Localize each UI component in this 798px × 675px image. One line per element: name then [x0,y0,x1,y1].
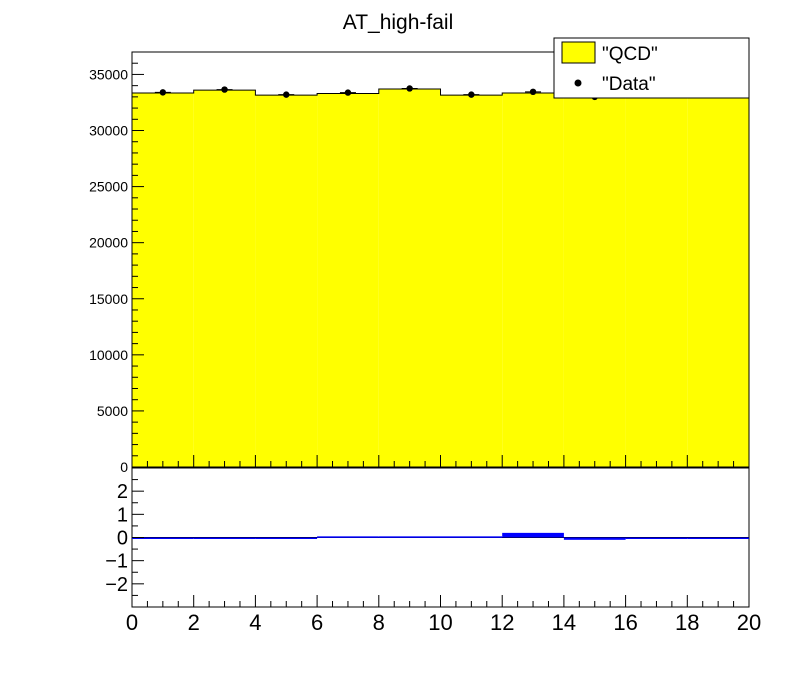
ratio-y-tick-label: 0 [117,528,128,550]
qcd-histogram-bar [378,89,441,467]
y-tick-label: 0 [120,459,128,475]
legend-qcd-swatch [561,41,596,64]
qcd-histogram-bar [440,95,503,467]
data-point [344,89,352,96]
legend-data-marker [574,79,582,87]
data-point [283,91,290,98]
y-tick-label: 20000 [89,235,128,251]
x-tick-label: 6 [311,610,323,635]
y-tick-label: 10000 [89,347,128,363]
qcd-histogram-bar [563,96,626,468]
x-tick-label: 4 [249,610,261,635]
ratio-y-tick-label: 1 [117,504,128,526]
x-tick-label: 20 [737,610,761,635]
y-tick-label: 35000 [89,66,128,82]
x-tick-label: 0 [126,610,138,635]
ratio-y-tick-label: 2 [117,481,128,503]
data-point [221,86,228,93]
qcd-histogram-bar [625,95,688,467]
x-tick-label: 2 [188,610,200,635]
y-tick-label: 5000 [97,403,128,419]
chart-title: AT_high-fail [343,11,454,34]
ratio-band-bar [502,532,564,538]
x-tick-label: 8 [373,610,385,635]
ratio-band-bar [563,537,626,540]
x-tick-label: 12 [490,610,514,635]
y-tick-label: 30000 [89,123,128,139]
ratio-band-bar [132,537,194,539]
main-plot-panel: 0 5000 10000 15000 20000 25000 30000 35000 [89,51,750,475]
ratio-band-bar [440,536,503,538]
ratio-y-tick-label: −2 [105,574,128,596]
ratio-band-bar [687,537,749,539]
qcd-histogram-bar [317,93,379,467]
qcd-histogram-bar [193,90,256,467]
x-tick-label: 18 [675,610,699,635]
x-tick-label: 14 [552,610,576,635]
legend: "QCD" "Data" [553,37,750,99]
x-tick-label: 16 [613,610,637,635]
legend-data-label: "Data" [602,74,656,95]
qcd-histogram-bar [687,95,749,468]
data-point [159,89,167,96]
data-point [406,85,413,92]
qcd-histogram-bar [255,95,318,467]
legend-qcd-label: "QCD" [602,44,658,65]
ratio-band-bar [378,536,441,538]
ratio-band-bar [625,537,688,539]
qcd-histogram-bar [502,92,564,468]
ratio-band-bar [317,536,379,538]
qcd-histogram-bar [132,92,194,468]
ratio-y-tick-label: −1 [105,551,128,573]
ratio-band-bar [193,537,256,539]
x-tick-label: 10 [428,610,452,635]
y-tick-label: 15000 [89,291,128,307]
ratio-band-bar [255,537,318,539]
data-point [529,88,537,96]
data-point [468,91,475,98]
y-tick-label: 25000 [89,179,128,195]
